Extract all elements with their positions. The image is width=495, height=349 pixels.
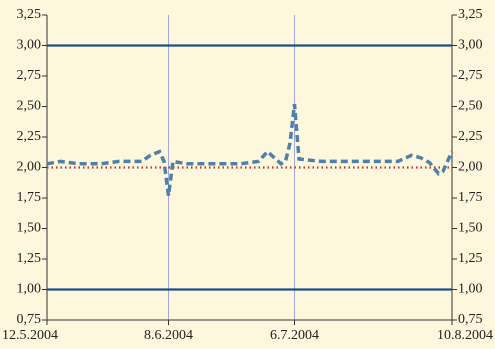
x-tick-label: 6.7.2004 <box>270 328 319 343</box>
y2-tick-label: 2,75 <box>458 68 483 83</box>
y-tick-label: 2,50 <box>17 99 42 114</box>
y-tick-label: 2,25 <box>17 129 42 144</box>
y2-tick-label: 2,00 <box>458 160 483 175</box>
y2-tick-label: 3,00 <box>458 38 483 53</box>
y-tick-label: 1,50 <box>17 221 42 236</box>
y2-tick-label: 1,75 <box>458 190 483 205</box>
y2-tick-label: 2,50 <box>458 99 483 114</box>
y-tick-label: 3,25 <box>17 7 42 22</box>
y2-tick-label: 3,25 <box>458 7 483 22</box>
x-tick-label: 8.6.2004 <box>144 328 193 343</box>
y2-tick-label: 2,25 <box>458 129 483 144</box>
x-tick-label: 10.8.2004 <box>437 328 493 343</box>
y-tick-label: 1,00 <box>17 282 42 297</box>
y-tick-label: 1,25 <box>17 251 42 266</box>
x-tick-label: 12.5.2004 <box>2 328 58 343</box>
y2-tick-label: 0,75 <box>458 312 483 327</box>
y-tick-label: 2,75 <box>17 68 42 83</box>
y-tick-label: 0,75 <box>17 312 42 327</box>
y-tick-label: 2,00 <box>17 160 42 175</box>
y-tick-label: 1,75 <box>17 190 42 205</box>
y2-tick-label: 1,25 <box>458 251 483 266</box>
y-tick-label: 3,00 <box>17 38 42 53</box>
y2-tick-label: 1,00 <box>458 282 483 297</box>
series-line <box>46 103 454 196</box>
y2-tick-label: 1,50 <box>458 221 483 236</box>
